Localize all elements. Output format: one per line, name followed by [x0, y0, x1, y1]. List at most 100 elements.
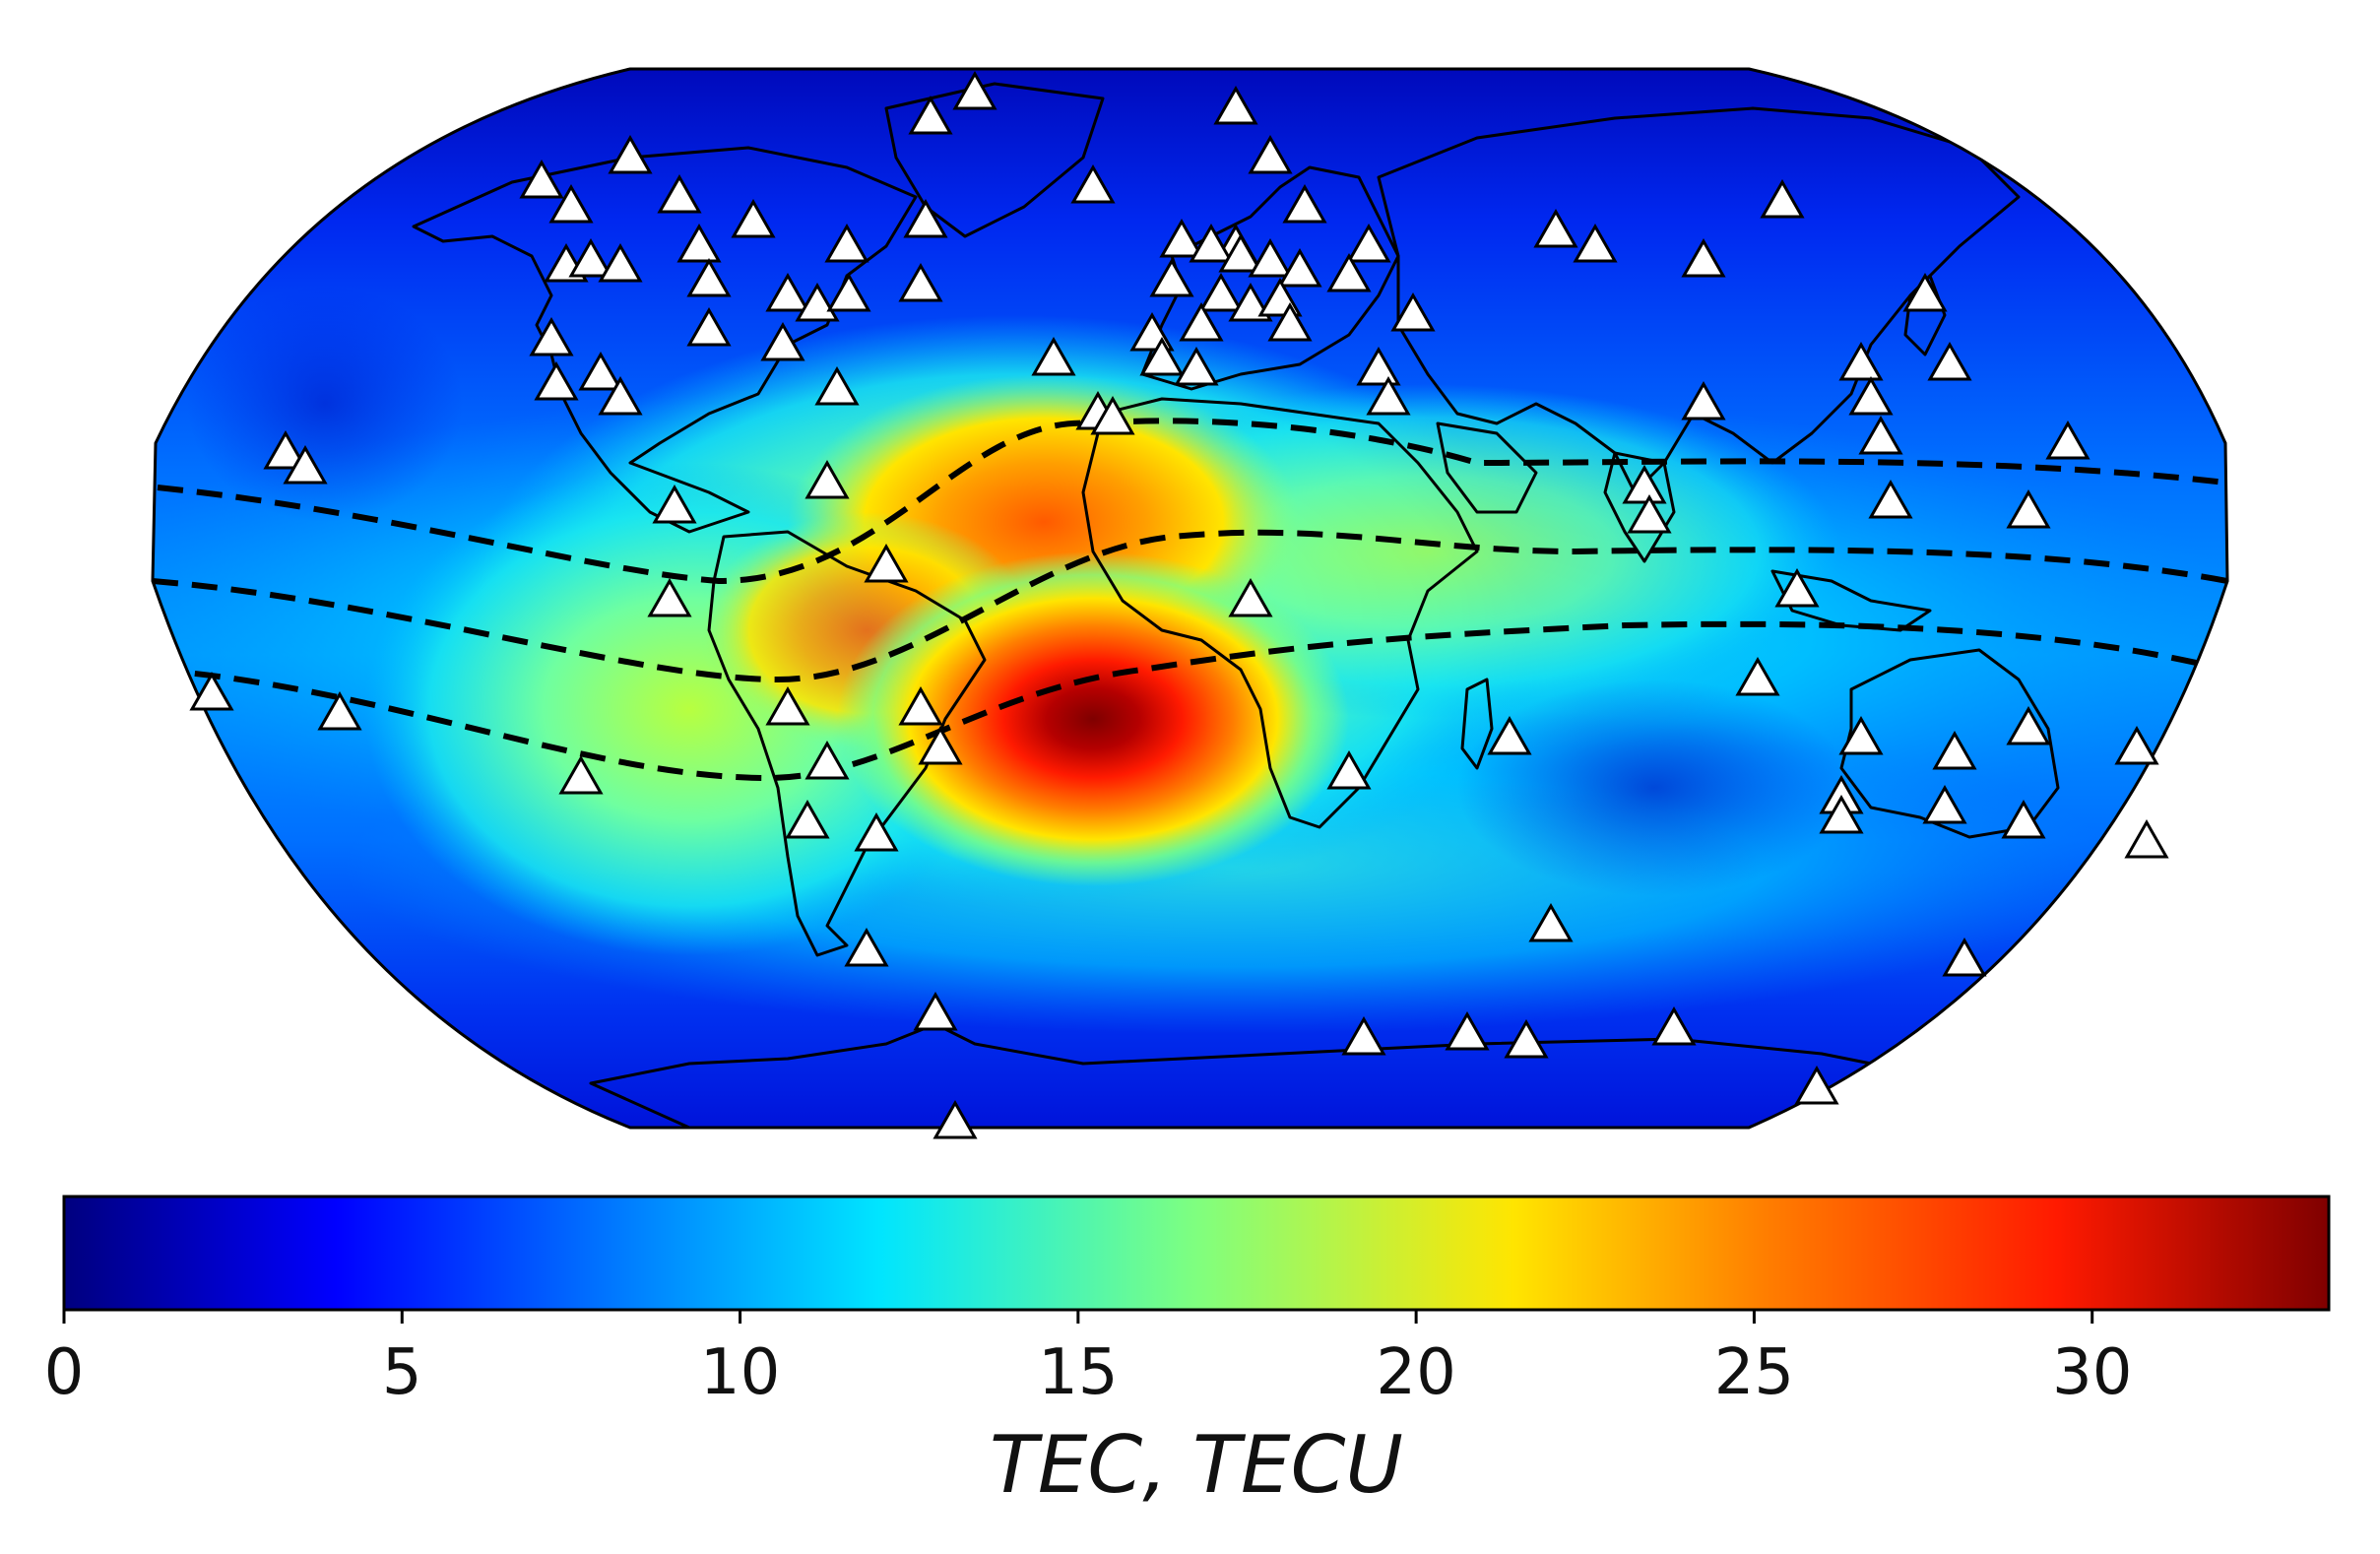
station-triangle [1356, 346, 1401, 386]
station-triangle [804, 740, 850, 780]
south-america-coast [707, 530, 987, 957]
dip-line-north [157, 418, 2226, 585]
station-triangle [844, 927, 889, 967]
station-triangle [1627, 493, 1672, 534]
station-triangle [1282, 183, 1327, 224]
station-triangle [1090, 395, 1135, 435]
station-triangle [1218, 232, 1263, 273]
station-triangle [1838, 715, 1884, 755]
colorbar-gradient [62, 1195, 2331, 1312]
station-triangle [1573, 223, 1618, 263]
station-triangle [1248, 134, 1293, 174]
station-triangle [854, 811, 899, 852]
station-triangle [1848, 375, 1894, 416]
station-triangle [864, 543, 909, 583]
station-triangle [1533, 208, 1578, 248]
station-triangle [1267, 301, 1313, 342]
station-triangle [898, 262, 943, 302]
station-triangle [2045, 420, 2091, 460]
station-triangle [826, 272, 871, 312]
station-triangle [1198, 272, 1244, 312]
station-triangle [824, 223, 869, 263]
station-triangle [1927, 341, 1972, 381]
colorbar-label: TEC, TECU [990, 1419, 1403, 1511]
station-triangle [731, 198, 776, 238]
station-triangle [1922, 784, 1967, 824]
globe-border [151, 67, 2229, 1130]
station-triangle [908, 95, 953, 135]
station-triangle [814, 365, 860, 406]
station-triangle [1794, 1065, 1839, 1105]
station-triangle [598, 242, 643, 283]
station-triangle [918, 725, 963, 765]
station-triangle [1838, 341, 1884, 381]
station-triangle [2006, 705, 2051, 745]
station-triangle [1213, 85, 1258, 125]
station-triangle [1681, 380, 1726, 421]
colorbar-tick-label: 5 [382, 1336, 422, 1409]
station-triangle [1179, 301, 1224, 342]
dip-line-equator [153, 529, 2227, 683]
north-america-coast [412, 146, 918, 534]
station-triangle [1070, 163, 1116, 204]
station-triangle [1174, 346, 1219, 386]
station-triangle [652, 484, 697, 524]
station-triangle [1932, 730, 1977, 770]
station-triangle [1487, 715, 1532, 755]
colorbar-tick-label: 10 [700, 1336, 780, 1409]
station-triangle [598, 375, 643, 416]
station-triangle [1228, 577, 1273, 617]
station-triangle [1902, 272, 1948, 312]
station-triangle [1189, 223, 1234, 263]
station-triangle [913, 991, 958, 1031]
station-triangle [2114, 725, 2159, 765]
colorbar-tick-label: 15 [1038, 1336, 1118, 1409]
station-triangle [1390, 291, 1436, 332]
station-triangle [676, 223, 722, 263]
gnss-stations [189, 70, 2169, 1139]
station-triangle [765, 685, 810, 726]
station-triangle [1819, 794, 1864, 834]
station-triangle [519, 159, 564, 199]
station-triangle [898, 685, 943, 726]
station-triangle [1504, 1018, 1549, 1059]
station-triangle [1760, 178, 1805, 219]
station-triangle [1139, 336, 1185, 376]
arabia-coast [1436, 421, 1538, 514]
station-triangle [933, 1099, 978, 1139]
station-triangle [1248, 237, 1293, 278]
station-triangle [1445, 1010, 1490, 1051]
station-triangle [785, 799, 830, 839]
greenland-coast [884, 82, 1105, 238]
station-triangle [534, 360, 579, 401]
station-triangle [529, 316, 574, 356]
station-triangle [1774, 567, 1820, 608]
station-triangle [1942, 937, 1987, 977]
madagascar-coast [1460, 678, 1494, 770]
station-triangle [647, 577, 692, 617]
station-triangle [608, 134, 653, 174]
station-triangle [686, 306, 732, 347]
station-triangle [1228, 282, 1273, 322]
station-triangle [558, 754, 604, 795]
station-triangle [1346, 223, 1391, 263]
asia-coast [1377, 106, 2021, 494]
station-triangle [1277, 247, 1322, 288]
station-triangle [2124, 818, 2169, 859]
colorbar-tick-label: 0 [44, 1336, 85, 1409]
station-triangle [1735, 656, 1780, 696]
station-triangle [1326, 252, 1372, 292]
station-triangle [952, 70, 997, 110]
station-triangle [1681, 237, 1726, 278]
station-triangle [1031, 336, 1076, 376]
station-triangle [548, 183, 594, 224]
station-triangle [263, 429, 308, 470]
station-triangle [760, 321, 805, 361]
station-triangle [1651, 1005, 1697, 1046]
station-triangle [283, 444, 328, 485]
colorbar-ticks: 0 5 10 15 20 25 30 [44, 1310, 2132, 1409]
colorbar-tick-label: 25 [1714, 1336, 1794, 1409]
